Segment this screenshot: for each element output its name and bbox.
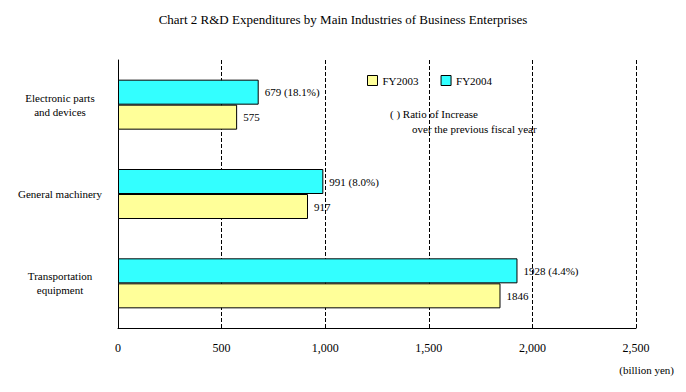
svg-text:Electronic parts: Electronic parts xyxy=(25,92,94,104)
svg-text:2,500: 2,500 xyxy=(623,341,650,355)
svg-text:1,500: 1,500 xyxy=(415,341,442,355)
svg-text:500: 500 xyxy=(213,341,231,355)
svg-text:over the previous fiscal year: over the previous fiscal year xyxy=(412,123,537,135)
svg-text:Transportation: Transportation xyxy=(28,270,93,282)
svg-text:679 (18.1%): 679 (18.1%) xyxy=(265,86,320,99)
svg-text:and devices: and devices xyxy=(34,106,86,118)
svg-text:equipment: equipment xyxy=(37,284,83,296)
svg-text:1846: 1846 xyxy=(506,290,529,302)
svg-text:575: 575 xyxy=(243,111,260,123)
svg-text:991 (8.0%): 991 (8.0%) xyxy=(329,176,379,189)
svg-text:FY2004: FY2004 xyxy=(456,75,493,87)
svg-text:2,000: 2,000 xyxy=(519,341,546,355)
svg-text:917: 917 xyxy=(314,201,331,213)
svg-text:Chart 2 R&D Expenditures by Ma: Chart 2 R&D Expenditures by Main Industr… xyxy=(159,12,528,27)
svg-text:1928 (4.4%): 1928 (4.4%) xyxy=(523,265,578,278)
svg-text:FY2003: FY2003 xyxy=(383,75,420,87)
svg-text:( ) Ratio of Increase: ( ) Ratio of Increase xyxy=(390,108,478,121)
svg-text:General machinery: General machinery xyxy=(18,188,102,200)
svg-text:1,000: 1,000 xyxy=(312,341,339,355)
svg-text:(billion yen): (billion yen) xyxy=(619,364,674,377)
svg-text:0: 0 xyxy=(115,341,121,355)
